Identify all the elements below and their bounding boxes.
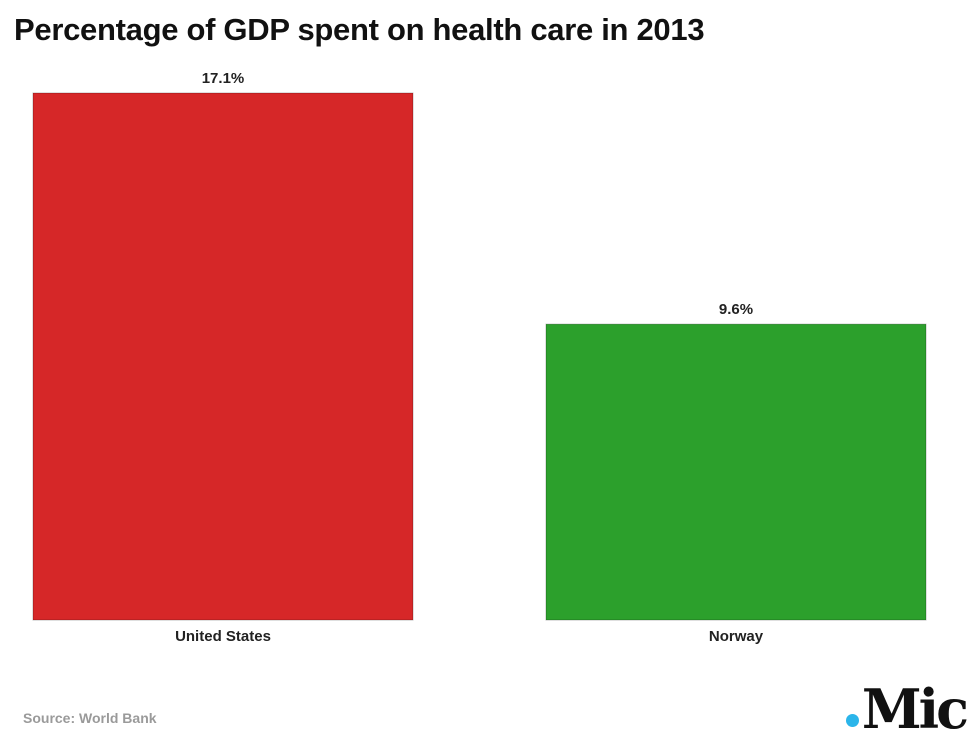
category-label-norway: Norway: [709, 628, 764, 645]
bar-chart: 17.1% United States 9.6% Norway: [32, 70, 927, 645]
logo-dot-icon: [845, 714, 859, 727]
data-label-norway: 9.6%: [719, 301, 753, 318]
category-label-united-states: United States: [175, 628, 271, 645]
bar-norway: [545, 323, 927, 621]
data-label-united-states: 17.1%: [202, 70, 245, 87]
logo-text: Mic: [861, 677, 969, 741]
mic-logo: Mic: [845, 676, 969, 741]
bar-united-states: [32, 92, 414, 621]
source-note: Source: World Bank: [23, 710, 157, 726]
chart-title: Percentage of GDP spent on health care i…: [14, 12, 705, 47]
